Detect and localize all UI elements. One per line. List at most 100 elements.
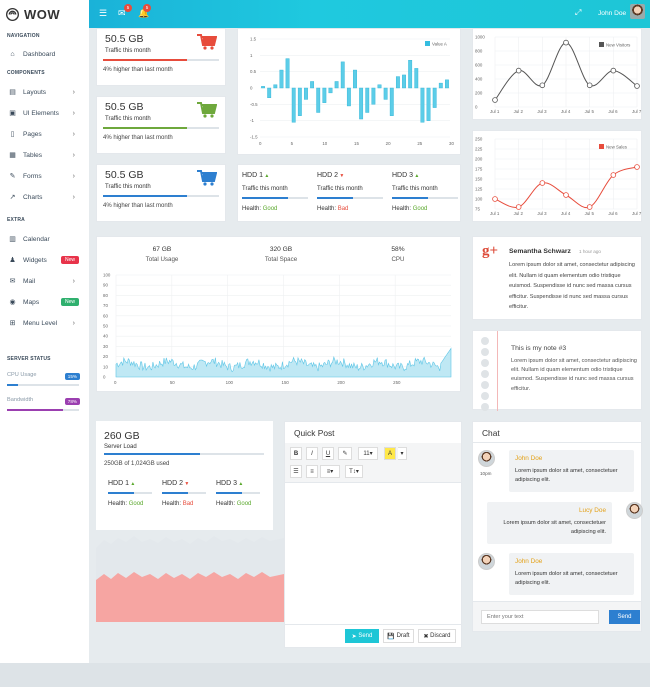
draft-button[interactable]: 💾 Draft bbox=[383, 629, 414, 643]
data-point[interactable] bbox=[610, 67, 617, 74]
data-point[interactable] bbox=[515, 204, 522, 210]
legend-swatch bbox=[599, 144, 604, 149]
data-point[interactable] bbox=[610, 172, 617, 178]
sidebar-item-maps[interactable]: ◉ Maps New bbox=[0, 293, 89, 311]
font-color-button[interactable]: A bbox=[384, 447, 396, 460]
y-tick-label: 80 bbox=[103, 293, 108, 298]
sidebar-item-charts[interactable]: ↗ Charts › bbox=[0, 188, 89, 206]
hdd-title-text: HDD 3 bbox=[392, 172, 414, 179]
data-point[interactable] bbox=[539, 180, 546, 186]
status-progress-fill bbox=[7, 409, 64, 411]
menu-toggle-icon[interactable]: ☰ bbox=[99, 8, 108, 18]
chat-name: Lucy Doe bbox=[579, 507, 606, 514]
chat-bubble: John Doe Lorem ipsum dolor sit amet, cons… bbox=[509, 450, 634, 492]
x-tick-label: Jul 4 bbox=[561, 109, 571, 114]
health-value: Bad bbox=[337, 206, 349, 212]
sidebar-item-calendar[interactable]: ▥ Calendar bbox=[0, 230, 89, 248]
data-point[interactable] bbox=[492, 97, 498, 103]
envelope-icon[interactable]: ✉ bbox=[118, 8, 126, 18]
data-point[interactable] bbox=[539, 82, 546, 89]
bold-button[interactable]: B bbox=[290, 447, 302, 460]
hdd-title: HDD 1 ▲ bbox=[108, 480, 135, 487]
underline-button[interactable]: U bbox=[322, 447, 334, 460]
brand-name: WOW bbox=[24, 6, 61, 22]
hdd-title: HDD 3 ▲ bbox=[392, 172, 419, 179]
note-hole bbox=[481, 337, 489, 345]
sidebar-item-widgets[interactable]: ♟ Widgets New bbox=[0, 251, 89, 269]
brand[interactable]: WOW bbox=[0, 0, 89, 28]
x-tick-label: Jul 4 bbox=[561, 211, 571, 216]
editor-toolbar: B I U ✎ 11▾ A ≡▾ T↕▾ ☰ ≡ ▾ bbox=[285, 443, 461, 483]
eraser-button[interactable]: ✎ bbox=[338, 447, 352, 460]
health-value: Good bbox=[262, 206, 278, 212]
hdd-health: Health: Bad bbox=[317, 206, 348, 212]
data-point[interactable] bbox=[563, 192, 569, 198]
hdd-health: Health: Good bbox=[108, 501, 143, 507]
chat-bubble: John Doe Lorem ipsum dolor sit amet, cons… bbox=[509, 553, 634, 595]
caret-down-icon: ▼ bbox=[338, 173, 345, 179]
align-button[interactable]: ≡▾ bbox=[320, 465, 340, 478]
note-hole bbox=[481, 370, 489, 378]
bar bbox=[340, 61, 345, 89]
calendar-icon: ▥ bbox=[9, 236, 16, 243]
color-dropdown[interactable]: ▾ bbox=[398, 447, 407, 460]
note-hole bbox=[481, 348, 489, 356]
traffic-progress-fill bbox=[103, 59, 187, 61]
data-point[interactable] bbox=[634, 83, 640, 89]
y-tick-label: 400 bbox=[475, 77, 483, 82]
line-height-button[interactable]: T↕▾ bbox=[345, 465, 363, 478]
user-icon: ♟ bbox=[9, 257, 16, 264]
chat-input[interactable] bbox=[481, 610, 599, 624]
health-value: Bad bbox=[182, 501, 194, 507]
traffic-progress bbox=[103, 127, 219, 129]
bar bbox=[420, 87, 425, 123]
discard-button[interactable]: ✖ Discard bbox=[418, 629, 456, 643]
sidebar-item-mail[interactable]: ✉ Mail › bbox=[0, 272, 89, 290]
quick-post-card: Quick Post B I U ✎ 11▾ A ≡▾ T↕▾ ☰ ≡ ▾ ➤ Send 💾 Dra… bbox=[284, 421, 462, 648]
x-tick-label: 25 bbox=[417, 141, 422, 146]
italic-button[interactable]: I bbox=[306, 447, 318, 460]
hdd-progress bbox=[162, 492, 206, 494]
sidebar-item-ui-elements[interactable]: ▣ UI Elements › bbox=[0, 104, 89, 122]
send-post-button[interactable]: ➤ Send bbox=[345, 629, 379, 643]
list-ol-button[interactable]: ≡ bbox=[306, 465, 318, 478]
hdd-health: Health: Good bbox=[242, 206, 277, 212]
x-tick-label: Jul 1 bbox=[490, 211, 500, 216]
data-point[interactable] bbox=[634, 164, 640, 170]
bell-icon[interactable]: 🔔 bbox=[138, 8, 150, 18]
x-tick-label: Jul 1 bbox=[490, 109, 500, 114]
fullscreen-icon[interactable]: ⤢ bbox=[575, 8, 582, 17]
usage-area bbox=[115, 347, 452, 378]
data-point[interactable] bbox=[586, 82, 593, 89]
data-point[interactable] bbox=[515, 67, 522, 74]
hdd-label: Traffic this month bbox=[242, 186, 288, 192]
y-tick-label: -1.5 bbox=[250, 135, 258, 140]
hdd-card: HDD 3 ▲ Traffic this month Health: Good bbox=[392, 165, 464, 221]
sidebar-item-tables[interactable]: ▦ Tables › bbox=[0, 146, 89, 164]
status-value-badge: 15% bbox=[64, 373, 80, 380]
sales-chart-card: 250 225 200 175 150 125 100 75 Jul 1 Jul 2 Jul 3 Ju… bbox=[472, 130, 642, 222]
x-tick-label: 20 bbox=[386, 141, 391, 146]
hdd-progress-fill bbox=[108, 492, 135, 494]
server-load-label: Server Load bbox=[104, 444, 137, 450]
sidebar-item-pages[interactable]: ▯ Pages › bbox=[0, 125, 89, 143]
list-ul-button[interactable]: ☰ bbox=[290, 465, 302, 478]
sidebar-item-layouts[interactable]: ▤ Layouts › bbox=[0, 83, 89, 101]
sidebar-item-label: Charts bbox=[23, 193, 43, 201]
font-size-button[interactable]: 11▾ bbox=[358, 447, 378, 460]
data-point[interactable] bbox=[492, 196, 498, 202]
sidebar-item-label: Pages bbox=[23, 130, 42, 138]
sidebar-item-dashboard[interactable]: ⌂ Dashboard bbox=[0, 45, 89, 63]
user-avatar[interactable] bbox=[630, 4, 645, 19]
chat-send-button[interactable]: Send bbox=[609, 610, 640, 624]
user-name[interactable]: John Doe bbox=[598, 10, 627, 17]
bar bbox=[267, 87, 272, 99]
data-point[interactable] bbox=[563, 39, 569, 46]
post-time: 1 hour ago bbox=[579, 249, 601, 254]
editor-area[interactable] bbox=[285, 483, 461, 624]
sidebar-item-menu-level[interactable]: ⊞ Menu Level › bbox=[0, 314, 89, 332]
sidebar-item-forms[interactable]: ✎ Forms › bbox=[0, 167, 89, 185]
data-point[interactable] bbox=[586, 204, 593, 210]
bar-chart-card: 1.5 1 0.5 0 -0.5 -1 -1.5 0 5 10 15 20 25 30 Value A bbox=[237, 28, 461, 155]
